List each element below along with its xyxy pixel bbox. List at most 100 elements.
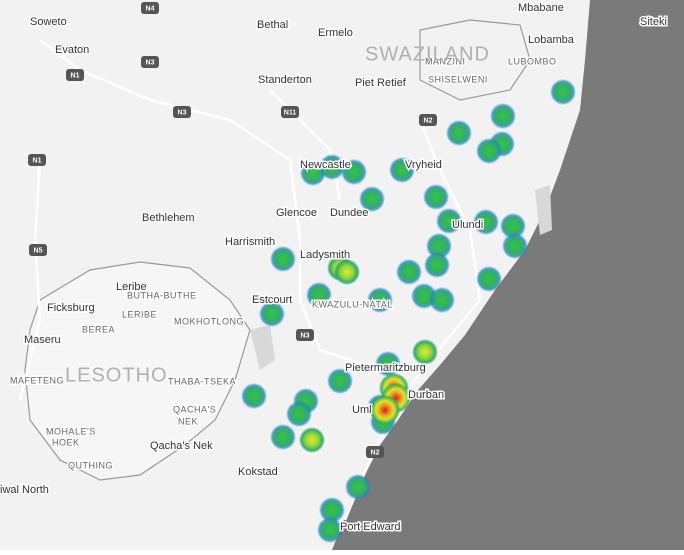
- place-label: Kokstad: [238, 466, 278, 478]
- heat-point: [286, 401, 312, 427]
- heatmap: [241, 79, 576, 543]
- place-label: iwal North: [0, 484, 49, 496]
- heat-point-warm: [334, 259, 360, 285]
- heat-point: [345, 474, 371, 500]
- place-label: HOEK: [52, 437, 80, 447]
- heat-point: [306, 282, 332, 308]
- heat-point: [424, 252, 450, 278]
- place-label: Ladysmith: [300, 249, 350, 261]
- place-label: Port Edward: [340, 521, 401, 533]
- road-shield: [419, 114, 437, 126]
- place-label: LERIBE: [122, 309, 157, 319]
- country-label: LESOTHO: [65, 364, 168, 386]
- place-label: QACHA'S: [173, 404, 216, 414]
- road-shield: [173, 106, 191, 118]
- heat-point: [500, 213, 526, 239]
- heat-point: [502, 233, 528, 259]
- road-shield-label: N2: [424, 117, 433, 124]
- place-label: QUTHING: [68, 460, 113, 470]
- road-shield: [29, 244, 47, 256]
- urban-areas: [250, 185, 552, 370]
- swaziland-border: [419, 19, 531, 101]
- road: [18, 159, 42, 401]
- place-label: THABA-TSEKA: [168, 376, 236, 386]
- place-label: Ulundi: [452, 219, 483, 231]
- heat-point: [446, 120, 472, 146]
- place-label: MOKHOTLONG: [174, 316, 244, 326]
- sea: [332, 0, 684, 550]
- country-label: SWAZILAND: [365, 43, 490, 65]
- lesotho-border: [24, 261, 251, 481]
- place-label: Glencoe: [276, 207, 317, 219]
- heat-point: [319, 497, 345, 523]
- place-label: Siteki: [640, 16, 667, 28]
- road-shield: [281, 106, 299, 118]
- road-shield-label: N3: [178, 109, 187, 116]
- heat-point: [436, 208, 462, 234]
- heat-point: [426, 233, 452, 259]
- road-shield-label: N5: [34, 247, 43, 254]
- heat-point: [476, 266, 502, 292]
- heat-point: [367, 287, 393, 313]
- place-label: Leribe: [116, 281, 147, 293]
- place-label: Uml: [352, 404, 372, 416]
- road: [39, 39, 401, 396]
- place-label: MOHALE'S: [46, 426, 96, 436]
- heat-point: [473, 209, 499, 235]
- road-shield-label: N1: [71, 72, 80, 79]
- labels: Soweto Mbabane Siteki Bethal Ermelo Evaton Lob…: [0, 0, 668, 534]
- place-label: Standerton: [258, 74, 312, 86]
- place-label: Harrismith: [225, 236, 275, 248]
- place-label: KWAZULU-NATAL: [312, 299, 393, 309]
- place-label: Ficksburg: [47, 302, 95, 314]
- heat-point: [476, 138, 502, 164]
- road-shield-label: N2: [371, 449, 380, 456]
- urban-area: [535, 185, 552, 235]
- road-shield: [66, 69, 84, 81]
- heat-point: [423, 184, 449, 210]
- heat-point: [270, 246, 296, 272]
- place-label: LUBOMBO: [508, 56, 557, 66]
- road-shield-label: N1: [33, 157, 42, 164]
- heat-point: [550, 79, 576, 105]
- place-label: Piet Retief: [355, 77, 407, 89]
- heat-point: [270, 424, 296, 450]
- heat-point-warm: [299, 427, 325, 453]
- road-shield: [141, 2, 159, 14]
- heat-point: [359, 186, 385, 212]
- heat-point: [241, 383, 267, 409]
- place-label: Bethal: [257, 19, 288, 31]
- heat-point-warm: [412, 339, 438, 365]
- heat-point: [396, 259, 422, 285]
- place-label: Ermelo: [318, 27, 353, 39]
- place-label: Newcastle: [300, 159, 351, 171]
- place-label: Soweto: [30, 16, 67, 28]
- place-label: Qacha's Nek: [150, 440, 213, 452]
- place-label: Dundee: [330, 207, 369, 219]
- heat-point: [341, 159, 367, 185]
- heat-point: [259, 301, 285, 327]
- place-label: Durban: [408, 389, 444, 401]
- road-shield: [296, 329, 314, 341]
- place-label: NEK: [178, 416, 198, 426]
- place-label: Evaton: [55, 44, 89, 56]
- road-shield-label: N3: [301, 332, 310, 339]
- road-shield: [366, 446, 384, 458]
- heat-point: [490, 103, 516, 129]
- heat-point-hot: [370, 395, 400, 425]
- place-label: Mbabane: [518, 2, 564, 14]
- urban-area: [250, 325, 275, 370]
- road-shield: [28, 154, 46, 166]
- road-shield: [141, 56, 159, 68]
- place-label: BUTHA-BUTHE: [127, 290, 197, 300]
- place-label: Bethlehem: [142, 212, 195, 224]
- place-label: Pietermaritzburg: [345, 362, 426, 374]
- place-label: Maseru: [24, 334, 61, 346]
- road-shield-label: N3: [146, 59, 155, 66]
- place-label: Estcourt: [252, 294, 292, 306]
- place-label: MAFETENG: [10, 375, 64, 385]
- place-label: SHISELWENI: [428, 74, 488, 84]
- road-shield-label: N11: [284, 109, 297, 116]
- place-label: Vryheid: [405, 159, 442, 171]
